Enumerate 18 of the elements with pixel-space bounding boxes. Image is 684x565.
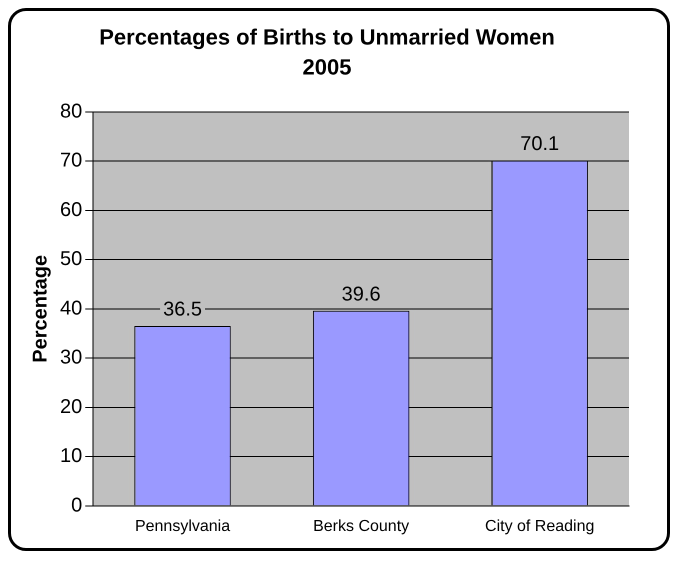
y-tick-label: 70 [60, 150, 82, 172]
y-tick-label: 50 [60, 248, 82, 270]
y-tick-label: 40 [60, 297, 82, 320]
data-label: 70.1 [520, 133, 560, 156]
data-label: 39.6 [342, 283, 381, 306]
y-tick-label: 0 [71, 494, 82, 516]
chart-subtitle: 2005 [302, 54, 352, 80]
y-tick-label: 60 [60, 198, 82, 221]
y-tick-label: 30 [60, 346, 82, 369]
y-tick-label: 80 [60, 100, 82, 122]
chart-title: Percentages of Births to Unmarried Women [99, 24, 555, 50]
y-axis-title: Percentage [30, 254, 52, 363]
x-tick-label: Berks County [313, 518, 410, 535]
x-tick-label: City of Reading [485, 518, 594, 535]
y-tick-label: 10 [60, 445, 82, 468]
x-tick-label: Pennsylvania [134, 518, 230, 535]
data-label: 36.5 [163, 298, 202, 321]
y-tick-label: 20 [60, 396, 82, 418]
